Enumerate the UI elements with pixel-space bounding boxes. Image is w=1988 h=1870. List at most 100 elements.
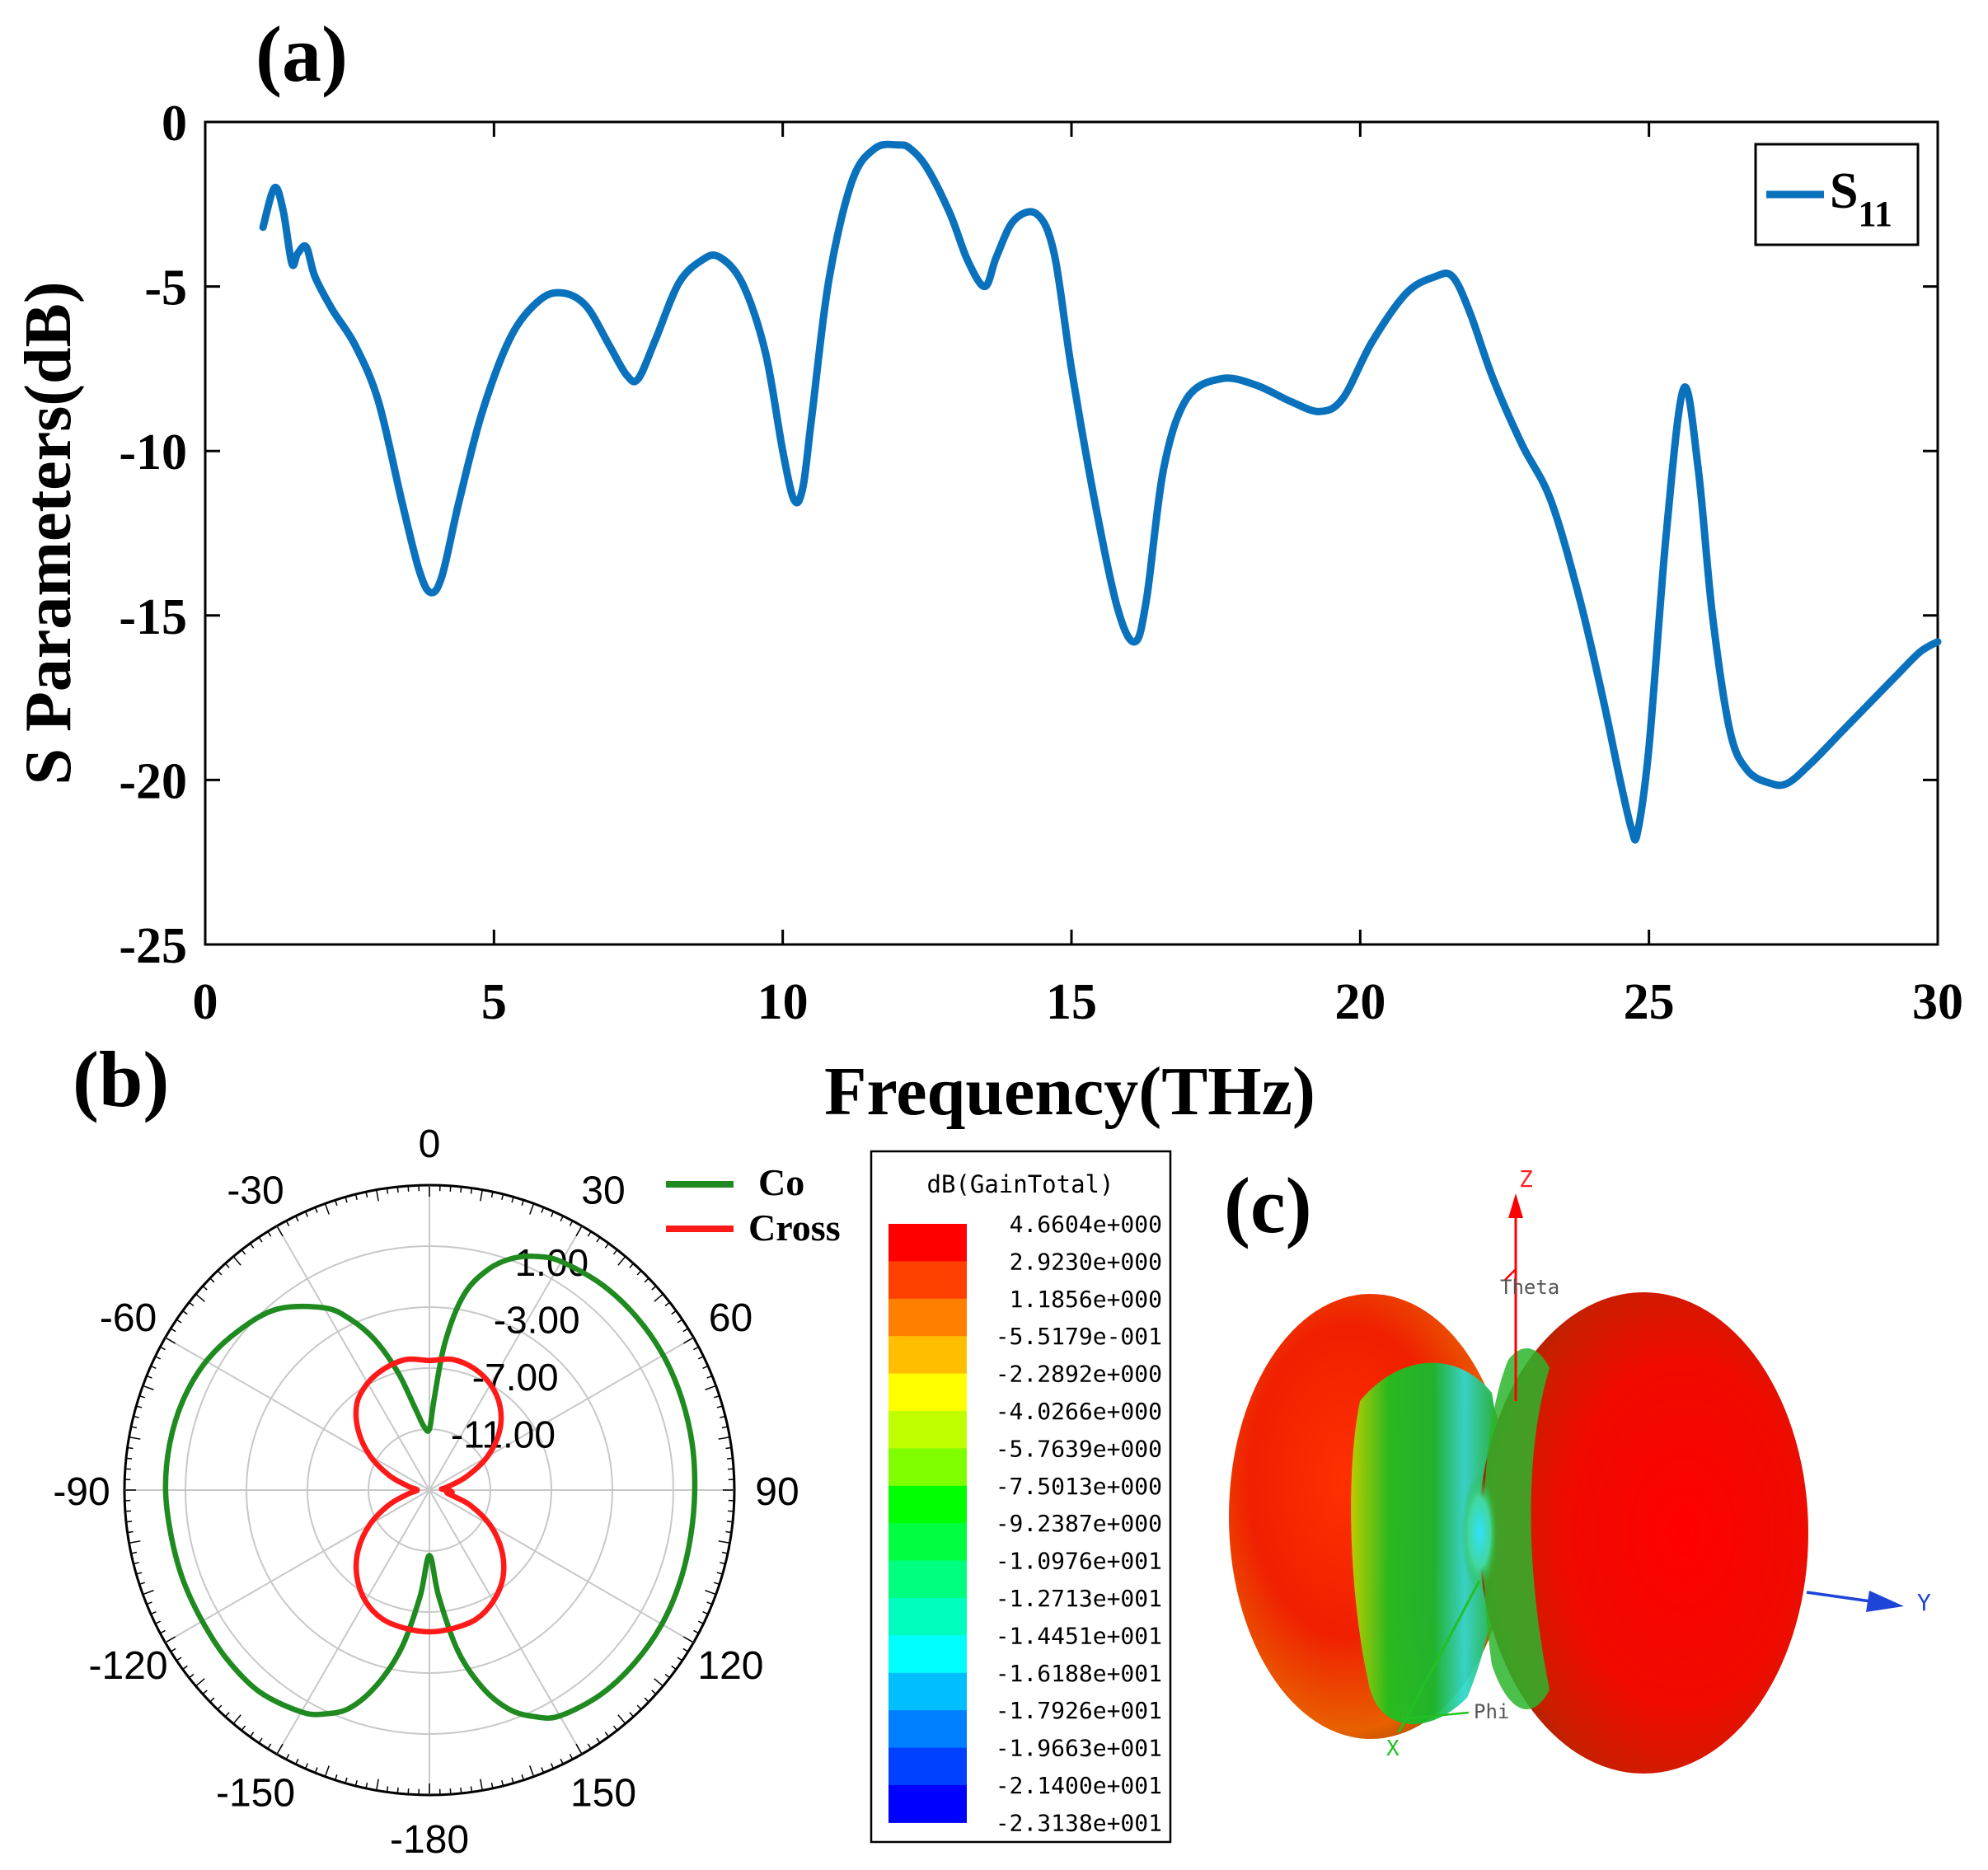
polar-tick (188, 1673, 195, 1679)
polar-tick (629, 1712, 635, 1718)
gain-swatch (889, 1448, 967, 1487)
polar-tick (146, 1601, 152, 1605)
gain-swatch (889, 1598, 967, 1636)
gain-swatch (889, 1672, 967, 1711)
x-tick-label: 15 (1046, 974, 1097, 1030)
polar-tick (682, 1636, 694, 1643)
polar-spoke (429, 1489, 583, 1755)
polar-tick (155, 1356, 162, 1360)
polar-tick (143, 1385, 154, 1390)
polar-tick (569, 1754, 574, 1760)
polar-tick (501, 1193, 504, 1200)
x-axis (1397, 1580, 1481, 1733)
polar-tick (511, 1777, 514, 1783)
polar-tick (612, 1725, 618, 1732)
polar-tick (136, 1405, 143, 1408)
polar-tick (682, 1328, 689, 1333)
polar-tick (195, 1678, 205, 1687)
polar-tick (146, 1375, 152, 1379)
legend-label-co: Co (758, 1161, 804, 1203)
polar-tick (195, 1293, 205, 1302)
y-axis-label-3d: Y (1917, 1589, 1931, 1616)
polar-tick (182, 1310, 188, 1315)
x-tick-label: 10 (757, 974, 809, 1030)
cross-pattern-line (353, 1356, 507, 1635)
polar-tick (345, 1197, 348, 1203)
s11-line (259, 140, 1942, 844)
angle-label: 120 (697, 1644, 763, 1688)
polar-tick (345, 1777, 348, 1783)
polar-tick (324, 1765, 330, 1777)
polar-tick (125, 1521, 133, 1523)
polar-tick (716, 1405, 723, 1408)
polar-tick (693, 1629, 700, 1634)
polar-tick (133, 1562, 139, 1565)
gain-legend-values: 4.6604e+000 2.9230e+000 1.1856e+000 -5.5179… (996, 1211, 1162, 1836)
gain-legend-title: dB(GainTotal) (927, 1170, 1114, 1198)
polar-tick (726, 1457, 734, 1460)
polar-tick (721, 1551, 729, 1554)
angle-label: 0 (419, 1122, 441, 1166)
theta-label: Theta (1500, 1276, 1559, 1299)
polar-tick (521, 1199, 525, 1206)
legend-b: Co Cross (666, 1161, 841, 1249)
polar-tick (304, 1763, 309, 1769)
polar-tick (334, 1774, 338, 1781)
polar-tick (529, 1765, 535, 1777)
y-tick-label: -25 (119, 918, 187, 974)
polar-tick (217, 1270, 223, 1276)
polar-tick (682, 1337, 694, 1344)
polar-tick (209, 1277, 215, 1283)
polar-tick (604, 1732, 610, 1737)
polar-spoke (429, 1226, 583, 1491)
polar-tick (133, 1415, 139, 1418)
polar-tick (725, 1530, 732, 1534)
polar-spoke (429, 1489, 694, 1643)
gain-value: -1.7926e+001 (996, 1697, 1162, 1724)
polar-tick (716, 1572, 723, 1575)
polar-tick (396, 1186, 399, 1193)
polar-tick (324, 1203, 330, 1215)
polar-tick (365, 1782, 368, 1789)
polar-tick (617, 1714, 626, 1724)
polar-tick (706, 1601, 713, 1605)
polar-tick (295, 1758, 299, 1765)
polar-tick (702, 1610, 709, 1615)
x-tick-label: 25 (1624, 974, 1675, 1030)
polar-tick (693, 1346, 700, 1351)
y-arrow-icon (1866, 1591, 1904, 1612)
polar-tick (651, 1690, 657, 1695)
polar-tick (376, 1189, 379, 1202)
polar-tick (569, 1220, 574, 1226)
polar-tick (654, 1293, 663, 1302)
gain-swatch (889, 1373, 967, 1412)
polar-tick (664, 1301, 671, 1307)
gain-swatch (889, 1224, 967, 1262)
chart-a: 0 -5 -10 -15 -20 -25 0 5 10 15 20 25 30 S Parameter… (12, 96, 1963, 1130)
gain-value: -5.5179e-001 (996, 1323, 1162, 1350)
polar-tick (217, 1704, 223, 1710)
polar-tick (521, 1774, 525, 1781)
polar-tick (705, 1590, 716, 1596)
co-pattern-line (162, 1253, 698, 1721)
plot-area-a (204, 120, 1939, 946)
polar-tick (636, 1704, 642, 1710)
x-axis-label: Frequency(THz) (824, 1053, 1315, 1130)
null-region (1461, 1475, 1498, 1591)
polar-tick (165, 1636, 176, 1643)
polar-tick (671, 1665, 677, 1671)
polar-tick (267, 1743, 272, 1750)
polar-tick (470, 1188, 473, 1194)
y-axis-label: S Parameters(dB) (12, 282, 85, 785)
radial-label: -3.00 (494, 1298, 580, 1341)
angle-label: 150 (570, 1771, 636, 1815)
polar-tick (682, 1647, 689, 1652)
polar-tick (677, 1657, 683, 1661)
polar-tick (150, 1610, 157, 1615)
angle-label: -150 (216, 1771, 295, 1815)
angle-label: -120 (88, 1644, 167, 1688)
polar-spoke (165, 1489, 430, 1643)
polar-tick (470, 1786, 473, 1793)
polar-tick (376, 1779, 379, 1791)
polar-tick (541, 1767, 545, 1774)
